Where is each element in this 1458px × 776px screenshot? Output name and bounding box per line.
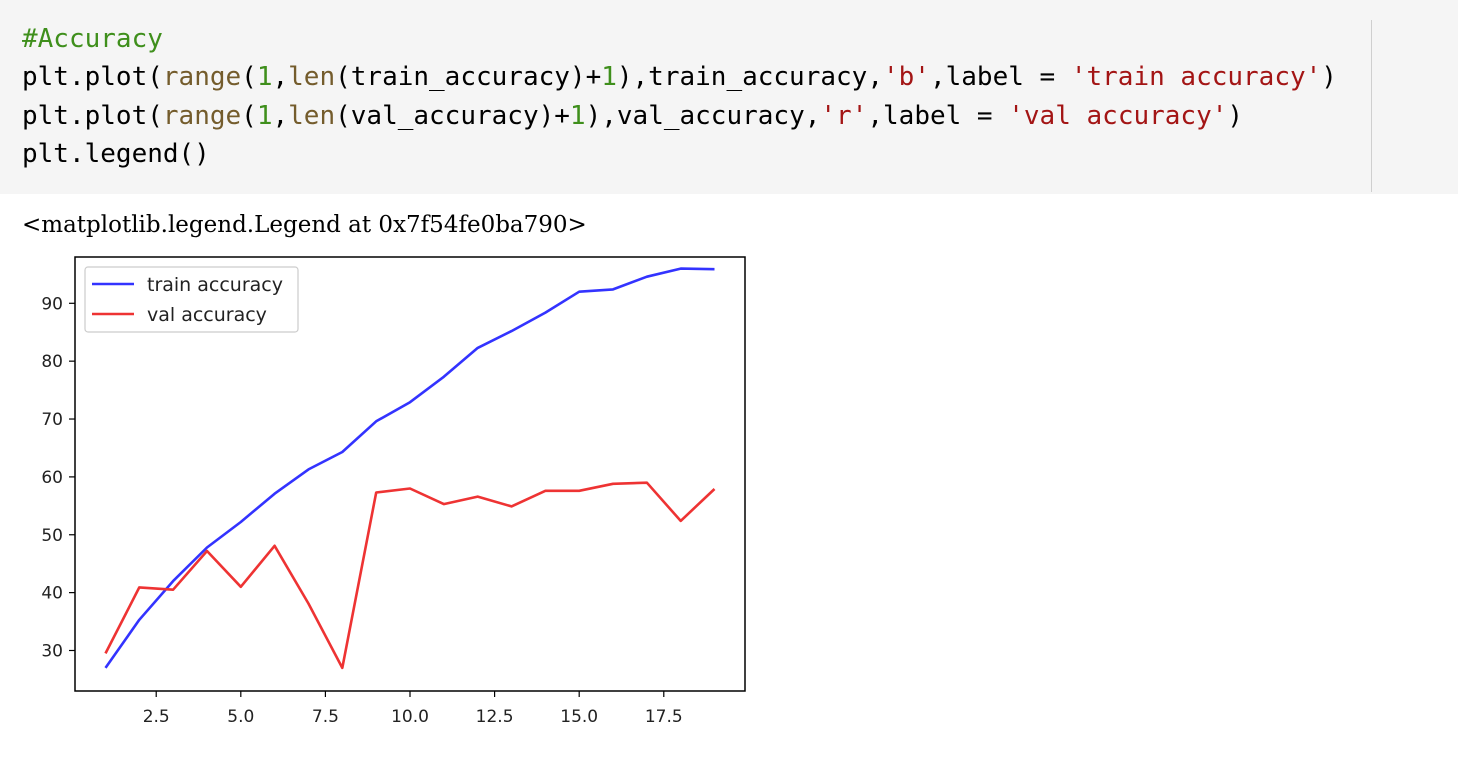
x-tick-label: 10.0 xyxy=(391,707,429,727)
legend-box xyxy=(84,266,299,333)
code-token: 1 xyxy=(256,62,273,93)
code-token: 'b' xyxy=(882,62,930,93)
code-token: len xyxy=(288,62,336,93)
x-tick-label: 15.0 xyxy=(560,707,598,727)
code-token: plt.legend() xyxy=(22,138,210,169)
code-line: plt.plot(range(1,len(train_accuracy)+1),… xyxy=(22,62,1337,92)
code-token: , xyxy=(272,62,289,93)
code-token: ( xyxy=(241,100,257,131)
code-token: 'val accuracy' xyxy=(1008,100,1228,131)
code-token: 'train accuracy' xyxy=(1070,62,1322,93)
code-token: 1 xyxy=(601,62,617,93)
code-token: ),train_accuracy, xyxy=(616,62,883,93)
x-tick-label: 2.5 xyxy=(143,707,170,727)
y-tick-label: 60 xyxy=(41,468,63,488)
y-tick-label: 90 xyxy=(41,294,63,314)
code-token: ( xyxy=(241,62,257,93)
code-token: range xyxy=(162,62,242,93)
x-tick-label: 17.5 xyxy=(645,707,683,727)
x-tick-label: 7.5 xyxy=(312,707,339,727)
code-token: range xyxy=(162,100,242,131)
code-token: 'r' xyxy=(820,100,868,131)
output-text: <matplotlib.legend.Legend at 0x7f54fe0ba… xyxy=(22,212,587,238)
code-token: plt.plot( xyxy=(22,62,163,93)
code-token: #Accuracy xyxy=(22,24,163,54)
legend-label: val accuracy xyxy=(147,304,267,326)
ruler-line xyxy=(1371,20,1372,192)
y-tick-label: 30 xyxy=(41,641,63,661)
code-cell[interactable]: #Accuracy plt.plot(range(1,len(train_acc… xyxy=(0,0,1458,194)
code-editor[interactable]: #Accuracy plt.plot(range(1,len(train_acc… xyxy=(22,20,1337,173)
code-token: 1 xyxy=(569,100,586,131)
y-tick-label: 80 xyxy=(41,352,63,372)
code-line: plt.plot(range(1,len(val_accuracy)+1),va… xyxy=(22,101,1243,131)
code-token: ,label = xyxy=(929,62,1071,93)
y-tick-label: 70 xyxy=(41,410,63,430)
series-line-0 xyxy=(104,267,715,669)
code-token: (val_accuracy)+ xyxy=(335,100,570,131)
code-token: (train_accuracy)+ xyxy=(335,62,602,93)
legend-label: train accuracy xyxy=(147,274,283,296)
y-tick-label: 40 xyxy=(41,584,63,604)
code-line: plt.legend() xyxy=(22,139,210,169)
code-token: 1 xyxy=(256,100,273,131)
code-token: ) xyxy=(1227,100,1244,131)
series-line-1 xyxy=(104,481,716,670)
code-token: len xyxy=(288,100,336,131)
code-token: ) xyxy=(1321,62,1337,93)
x-tick-label: 12.5 xyxy=(476,707,514,727)
y-tick-label: 50 xyxy=(41,526,63,546)
code-token: ,label = xyxy=(867,100,1009,131)
code-line: #Accuracy xyxy=(22,24,163,54)
x-tick-label: 5.0 xyxy=(227,707,254,727)
code-token: ),val_accuracy, xyxy=(585,100,821,131)
code-token: , xyxy=(272,100,289,131)
code-token: plt.plot( xyxy=(22,100,163,131)
